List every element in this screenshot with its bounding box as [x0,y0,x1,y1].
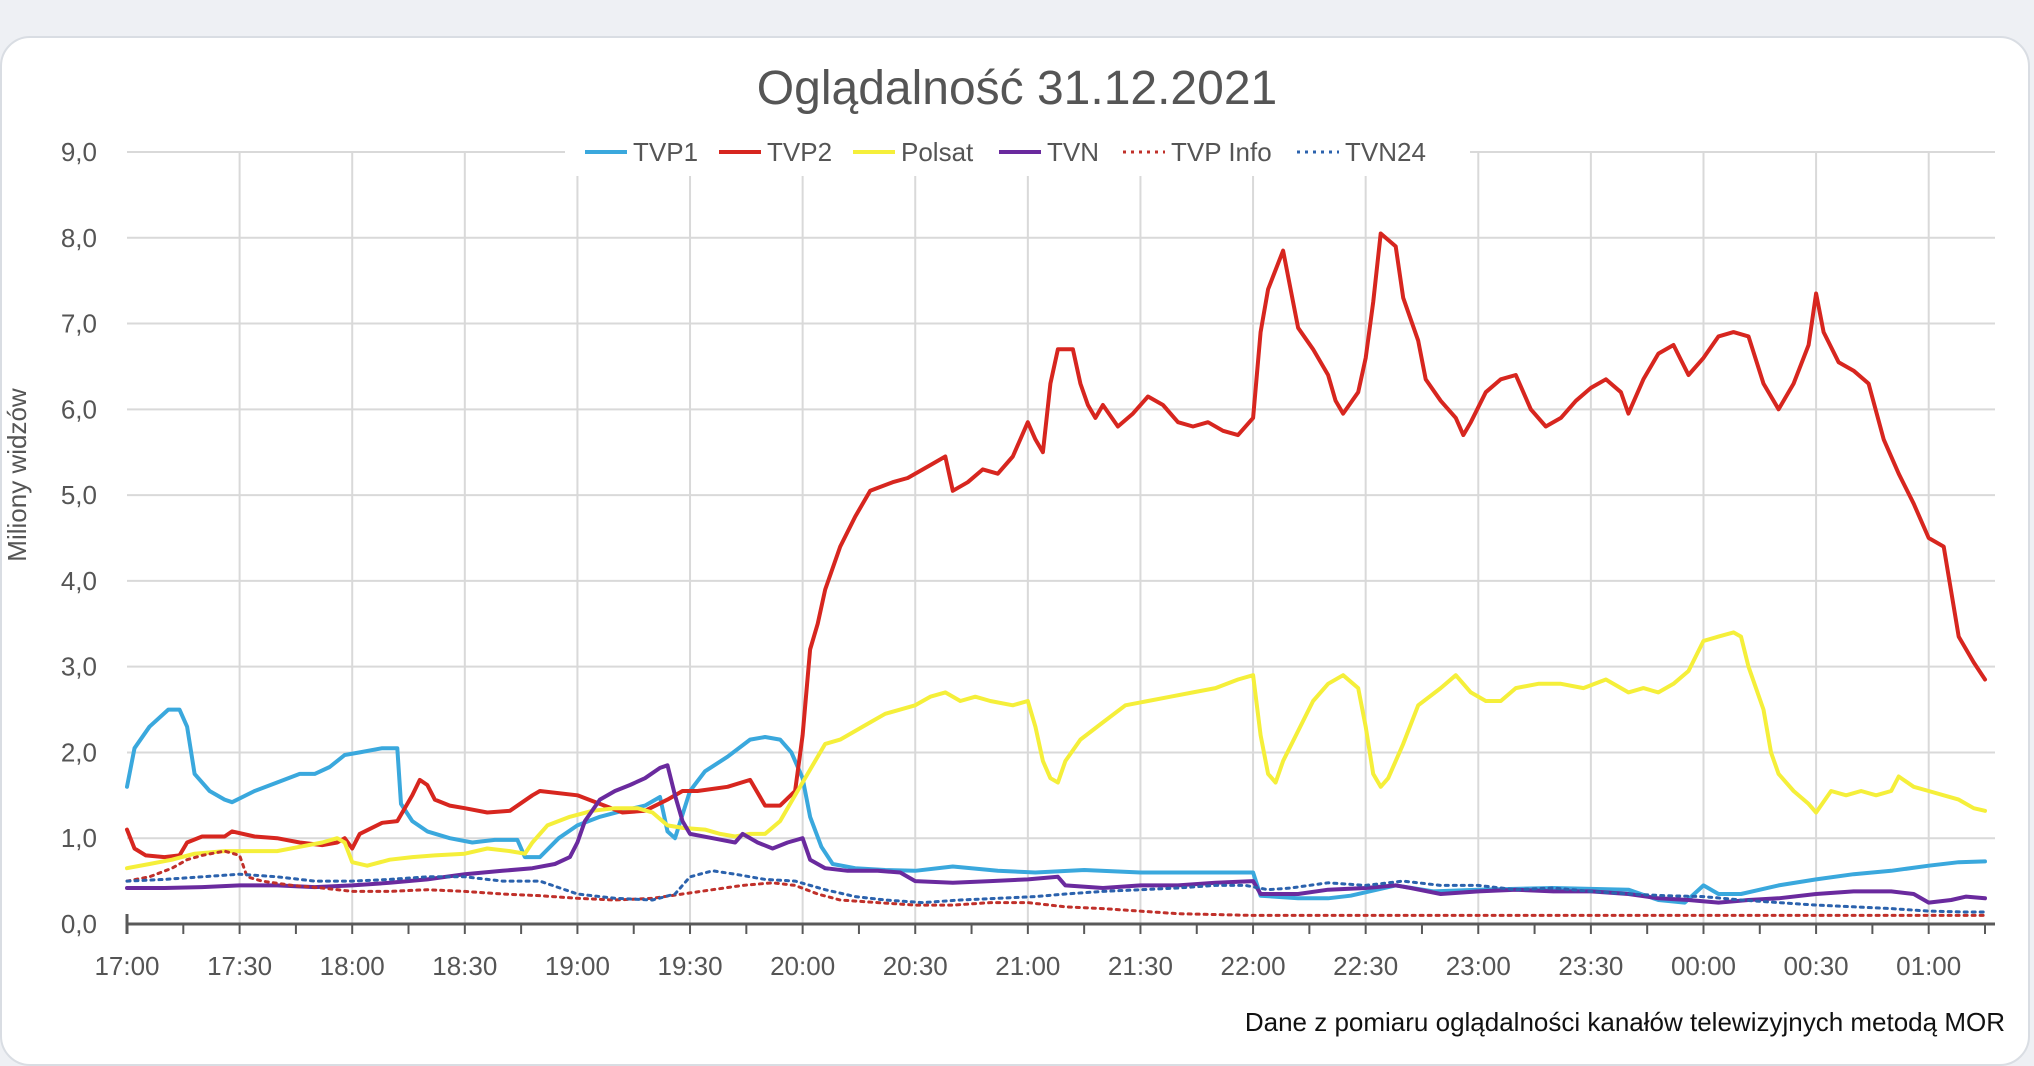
axes [125,914,1995,934]
x-tick-label-9: 21:30 [1108,951,1173,981]
x-tick-label-0: 17:00 [94,951,159,981]
legend-label-1: TVP2 [767,137,832,167]
x-tick-labels: 17:00 17:30 18:00 18:30 19:00 19:30 20:00 20:30… [94,951,1961,981]
x-tick-label-16: 01:00 [1896,951,1961,981]
x-tick-label-13: 23:30 [1558,951,1623,981]
x-tick-label-7: 20:30 [883,951,948,981]
y-tick-label-3: 3,0 [61,652,97,682]
x-tick-label-14: 00:00 [1671,951,1736,981]
y-tick-labels: 0,0 1,0 2,0 3,0 4,0 5,0 6,0 7,0 8,0 9,0 [61,137,97,939]
y-tick-label-7: 7,0 [61,309,97,339]
series-line-tvp2 [125,231,1987,860]
y-tick-label-1: 1,0 [61,823,97,853]
y-tick-label-6: 6,0 [61,394,97,424]
x-tick-label-8: 21:00 [995,951,1060,981]
x-tick-label-5: 19:30 [657,951,722,981]
legend-label-0: TVP1 [633,137,698,167]
x-tick-label-2: 18:00 [320,951,385,981]
y-tick-label-0: 0,0 [61,909,97,939]
series-line-tvp-info [125,849,1987,917]
legend-label-4: TVP Info [1171,137,1272,167]
y-tick-label-2: 2,0 [61,737,97,767]
x-tick-label-15: 00:30 [1784,951,1849,981]
x-tick-label-6: 20:00 [770,951,835,981]
x-tick-label-11: 22:30 [1333,951,1398,981]
x-tick-label-12: 23:00 [1446,951,1511,981]
legend-label-3: TVN [1047,137,1099,167]
series-line-tvn24 [125,869,1987,914]
y-axis-label: Miliony widzów [2,388,32,562]
series-line-tvn [125,763,1987,905]
footnote: Dane z pomiaru oglądalności kanałów tele… [1245,1007,2005,1037]
y-tick-label-5: 5,0 [61,480,97,510]
legend-label-5: TVN24 [1345,137,1426,167]
legend-label-2: Polsat [901,137,974,167]
x-tick-label-1: 17:30 [207,951,272,981]
y-tick-label-8: 8,0 [61,223,97,253]
x-tick-label-3: 18:30 [432,951,497,981]
chart-title: Oglądalność 31.12.2021 [757,62,1277,115]
y-tick-label-9: 9,0 [61,137,97,167]
x-tick-label-10: 22:00 [1221,951,1286,981]
gridlines [127,151,1995,924]
series-line-polsat [125,630,1987,871]
y-tick-label-4: 4,0 [61,566,97,596]
x-tick-label-4: 19:00 [545,951,610,981]
series-lines [125,231,1987,917]
legend: TVP1 TVP2 Polsat TVN TVP Info TVN24 [585,137,1426,167]
